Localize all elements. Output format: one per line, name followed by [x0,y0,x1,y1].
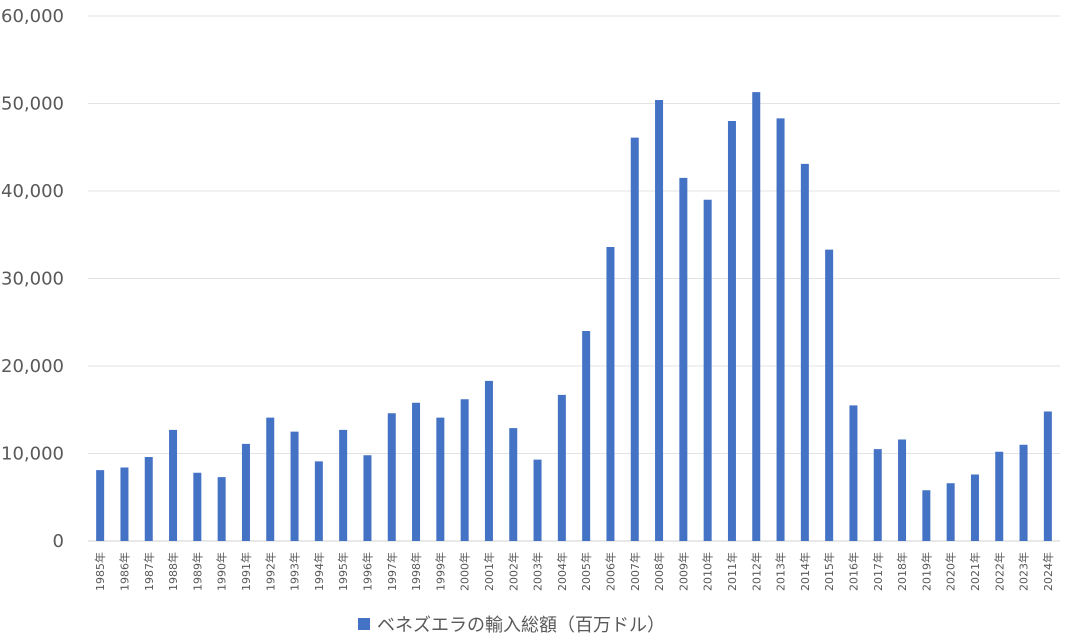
bar [630,137,639,541]
x-tick-label: 2014年 [798,552,812,591]
bar [995,451,1004,541]
x-tick-label: 1991年 [239,552,253,591]
y-tick-label: 40,000 [1,181,64,202]
y-axis-tick-labels: 0 10,000 20,000 30,000 40,000 50,000 60,000 [1,6,64,552]
bar [752,92,761,541]
bar [849,405,858,541]
x-tick-label: 1989年 [190,552,204,591]
x-tick-label: 2007年 [628,552,642,591]
bar [120,467,129,541]
x-tick-label: 2012年 [749,552,763,591]
bar [727,121,736,541]
x-tick-label: 1987年 [142,552,156,591]
x-tick-label: 2001年 [482,552,496,591]
bar [1019,444,1028,541]
bar [679,177,688,541]
bar [193,472,202,541]
bar [144,457,153,541]
x-tick-label: 2000年 [458,552,472,591]
bar [387,413,396,541]
bar [339,429,348,541]
bar [606,247,615,541]
x-tick-label: 1998年 [409,552,423,591]
bar [825,249,834,541]
bar [460,399,469,541]
x-tick-label: 2005年 [579,552,593,591]
x-tick-label: 1994年 [312,552,326,591]
x-tick-label: 1997年 [385,552,399,591]
x-tick-label: 1993年 [288,552,302,591]
y-tick-label: 0 [53,531,64,552]
gridlines [88,15,1060,542]
x-tick-label: 2015年 [822,552,836,591]
x-tick-label: 1996年 [360,552,374,591]
x-tick-label: 2019年 [919,552,933,591]
x-tick-label: 2011年 [725,552,739,591]
x-tick-label: 2020年 [944,552,958,591]
x-tick-label: 2002年 [506,552,520,591]
x-tick-label: 2016年 [846,552,860,591]
bar [800,163,809,541]
bar [96,470,105,541]
x-tick-label: 2018年 [895,552,909,591]
x-tick-label: 2022年 [992,552,1006,591]
y-tick-label: 60,000 [1,6,64,27]
bar [873,449,882,541]
bar [290,431,299,541]
bar [922,490,931,541]
bar [484,380,493,541]
x-tick-label: 1988年 [166,552,180,591]
y-tick-label: 10,000 [1,444,64,465]
bar [970,474,979,541]
x-tick-label: 2008年 [652,552,666,591]
bar [557,394,566,541]
x-tick-label: 2017年 [871,552,885,591]
x-tick-label: 1986年 [117,552,131,591]
x-tick-label: 2021年 [968,552,982,591]
bar [655,100,664,541]
bar [363,455,372,541]
bar [169,429,178,541]
legend-swatch [358,618,370,630]
bar [266,417,275,541]
bar [217,477,226,541]
x-tick-label: 1985年 [93,552,107,591]
x-tick-label: 2006年 [603,552,617,591]
legend-label: ベネズエラの輸入総額（百万ドル） [377,615,665,636]
bar [946,483,955,541]
x-tick-label: 2023年 [1017,552,1031,591]
bar [436,417,445,541]
y-tick-label: 50,000 [1,94,64,115]
legend: ベネズエラの輸入総額（百万ドル） [358,615,665,636]
x-tick-label: 2013年 [774,552,788,591]
x-tick-label: 2024年 [1041,552,1055,591]
x-tick-label: 2004年 [555,552,569,591]
x-axis-tick-labels: 1985年 1986年 1987年 1988年 1989年 1990年 1991年 1992年… [93,552,1055,591]
bar [582,331,591,541]
x-tick-label: 2009年 [676,552,690,591]
bar [776,118,785,541]
x-tick-label: 2003年 [531,552,545,591]
bar [314,461,323,541]
x-tick-label: 1992年 [263,552,277,591]
bars [96,92,1052,541]
bar [241,443,250,541]
bar [898,439,907,541]
bar [509,428,518,541]
bar [533,459,542,541]
bar [703,199,712,541]
x-tick-label: 1995年 [336,552,350,591]
y-tick-label: 30,000 [1,269,64,290]
y-tick-label: 20,000 [1,356,64,377]
x-tick-label: 1999年 [433,552,447,591]
x-tick-label: 2010年 [701,552,715,591]
bar [1043,411,1052,541]
bar [412,402,421,541]
x-tick-label: 1990年 [215,552,229,591]
